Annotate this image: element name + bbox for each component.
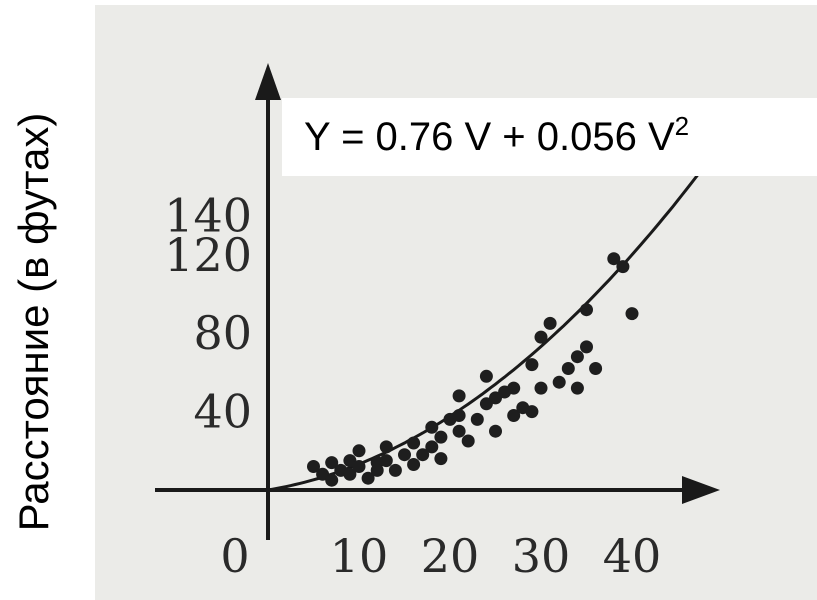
- data-point: [580, 303, 593, 317]
- axes: [155, 63, 720, 540]
- data-point: [470, 412, 484, 426]
- data-point: [325, 456, 339, 470]
- data-point: [570, 350, 584, 364]
- data-point: [452, 424, 466, 438]
- equation-exponent: 2: [674, 111, 690, 141]
- fit-curve-layer: [267, 170, 702, 492]
- data-point: [607, 252, 621, 266]
- data-point: [434, 452, 448, 466]
- origin-label: 0: [220, 529, 249, 583]
- data-point: [361, 471, 375, 485]
- y-tick-label: 40: [193, 385, 252, 439]
- fit-curve: [267, 170, 702, 492]
- data-point: [388, 463, 402, 477]
- x-tick-label: 40: [603, 529, 662, 583]
- data-point: [434, 430, 448, 444]
- x-tick-label: 20: [421, 529, 480, 583]
- equation-text: Y = 0.76 V + 0.056 V: [304, 115, 675, 159]
- data-point: [398, 448, 411, 462]
- data-point: [534, 381, 548, 395]
- data-point: [570, 381, 584, 395]
- y-tick-label: 120: [164, 228, 252, 282]
- data-points: [307, 252, 639, 487]
- data-point: [425, 440, 439, 454]
- data-point: [543, 316, 557, 330]
- data-point: [625, 307, 639, 321]
- data-point: [370, 463, 384, 477]
- data-point: [507, 409, 521, 422]
- data-point: [352, 444, 366, 458]
- y-axis-arrow: [255, 63, 281, 100]
- y-tick-label: 140: [164, 189, 252, 243]
- data-point: [325, 473, 339, 487]
- data-point: [425, 420, 439, 434]
- x-tick-label: 30: [512, 529, 571, 583]
- data-point: [561, 362, 575, 375]
- data-point: [525, 405, 539, 419]
- data-point: [452, 389, 466, 403]
- data-point: [479, 369, 493, 383]
- data-point: [589, 362, 603, 375]
- data-point: [379, 440, 393, 454]
- data-point: [343, 467, 357, 481]
- data-point: [580, 340, 593, 354]
- data-point: [407, 458, 421, 471]
- y-tick-label: 80: [193, 306, 252, 360]
- data-point: [452, 409, 466, 422]
- data-point: [352, 460, 366, 473]
- data-point: [552, 375, 566, 389]
- data-point: [379, 454, 393, 468]
- data-point: [507, 381, 521, 395]
- x-tick-label: 10: [330, 529, 389, 583]
- data-point: [489, 424, 502, 438]
- data-point: [307, 460, 320, 473]
- data-point: [407, 436, 421, 450]
- data-point: [525, 358, 539, 372]
- data-point: [534, 330, 548, 344]
- data-point: [616, 260, 630, 274]
- x-axis-arrow: [682, 476, 720, 504]
- y-axis-label: Расстояние (в футах): [10, 112, 57, 532]
- data-point: [461, 434, 475, 448]
- regression-equation: Y = 0.76 V + 0.056 V2: [282, 98, 817, 176]
- data-point: [416, 448, 430, 462]
